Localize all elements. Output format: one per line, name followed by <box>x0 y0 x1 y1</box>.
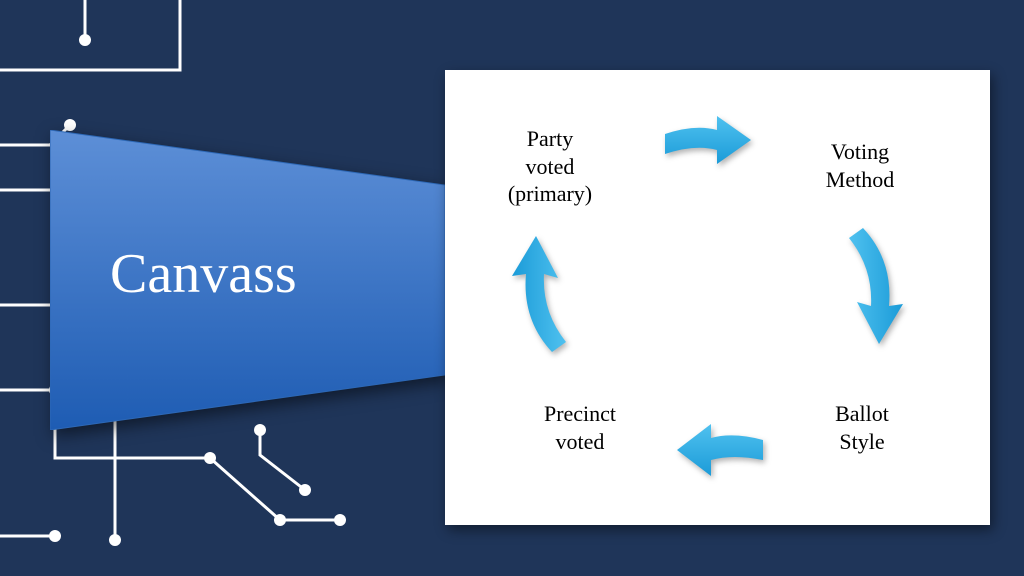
cycle-node-party-voted: Partyvoted(primary) <box>480 125 620 208</box>
cycle-panel: Partyvoted(primary) VotingMethod BallotS… <box>445 70 990 525</box>
cycle-arrow-icon <box>655 110 755 170</box>
cycle-node-precinct-voted: Precinctvoted <box>515 400 645 455</box>
cycle-node-ballot-style: BallotStyle <box>807 400 917 455</box>
cycle-arrow-icon <box>845 220 915 350</box>
page-title: Canvass <box>110 242 297 306</box>
cycle-arrow-icon <box>673 420 773 480</box>
cycle-arrow-icon <box>500 230 570 360</box>
cycle-node-voting-method: VotingMethod <box>800 138 920 193</box>
